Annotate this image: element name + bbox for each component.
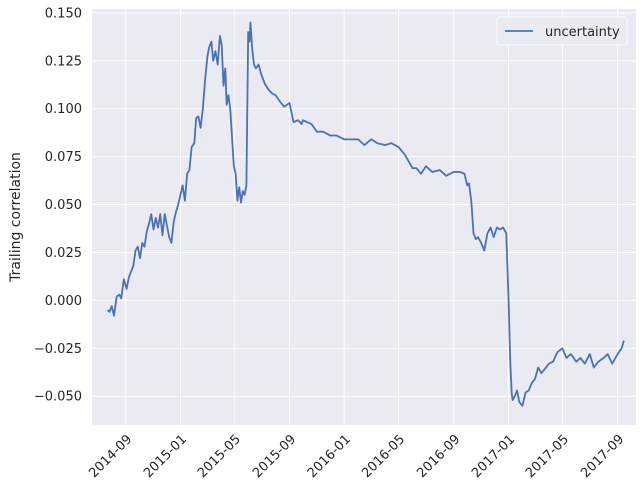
x-tick-label: 2014-09 bbox=[86, 432, 135, 481]
x-tick-label: 2017-05 bbox=[523, 432, 572, 481]
series-lines bbox=[107, 21, 625, 407]
legend-label-uncertainty: uncertainty bbox=[545, 25, 620, 40]
x-grid bbox=[125, 9, 619, 425]
x-tick-label: 2017-09 bbox=[578, 432, 627, 481]
y-axis-label: Trailing correlation bbox=[8, 152, 24, 283]
y-tick-label: 0.000 bbox=[45, 294, 82, 309]
y-tick-label: 0.025 bbox=[45, 246, 82, 261]
y-tick-label: 0.050 bbox=[45, 198, 82, 213]
y-tick-label: 0.100 bbox=[45, 102, 82, 117]
x-tick-labels: 2014-09 2015-01 2015-05 2015-09 2016-01 2016-… bbox=[86, 432, 627, 481]
y-tick-label: 0.125 bbox=[45, 54, 82, 69]
legend-box bbox=[496, 16, 628, 46]
x-tick-label: 2016-01 bbox=[305, 432, 354, 481]
x-tick-label: 2015-09 bbox=[250, 432, 299, 481]
y-tick-label: 0.075 bbox=[45, 150, 82, 165]
x-tick-label: 2016-09 bbox=[414, 432, 463, 481]
x-tick-label: 2015-05 bbox=[195, 432, 244, 481]
y-tick-label: −0.025 bbox=[34, 342, 82, 357]
x-tick-label: 2017-01 bbox=[469, 432, 518, 481]
x-tick-label: 2015-01 bbox=[141, 432, 190, 481]
legend: uncertainty bbox=[496, 16, 628, 46]
plot-background bbox=[92, 9, 636, 425]
y-tick-label: 0.150 bbox=[45, 6, 82, 21]
y-tick-labels: −0.050 −0.025 0.000 0.025 0.050 0.075 0.100 0.1… bbox=[34, 6, 82, 404]
series-line-uncertainty bbox=[107, 21, 625, 407]
y-tick-label: −0.050 bbox=[34, 390, 82, 405]
y-grid bbox=[92, 12, 636, 397]
x-tick-label: 2016-05 bbox=[359, 432, 408, 481]
